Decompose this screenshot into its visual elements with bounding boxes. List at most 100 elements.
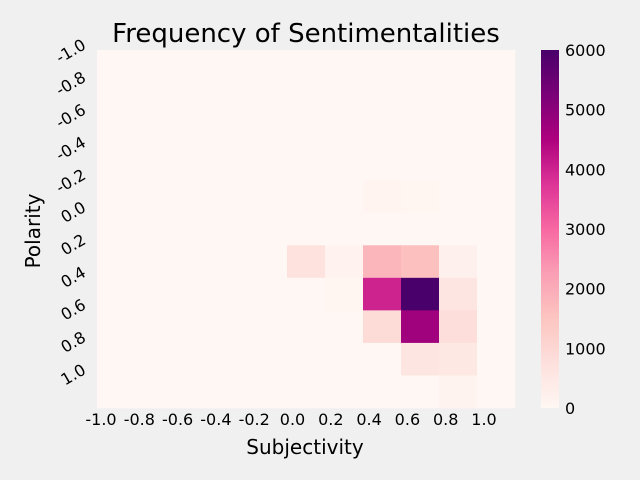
heatmap-cell — [363, 180, 402, 214]
x-axis-label: Subjectivity — [246, 435, 364, 459]
heatmap-cell — [325, 342, 364, 376]
colorbar-tick-label: 5000 — [565, 101, 606, 120]
y-tick-label: 0.8 — [57, 328, 89, 357]
heatmap-cell — [173, 180, 212, 214]
colorbar-tick-label: 0 — [565, 399, 575, 418]
heatmap-cell — [135, 310, 174, 344]
heatmap-cell — [173, 245, 212, 279]
heatmap-cell — [439, 82, 478, 116]
y-tick-label: 0.4 — [57, 263, 89, 292]
x-tick-label: 1.0 — [471, 410, 496, 429]
heatmap-cell — [211, 115, 250, 149]
heatmap-cell — [97, 342, 136, 376]
heatmap-cell — [401, 245, 440, 279]
heatmap-cell — [249, 180, 288, 214]
heatmap-cell — [477, 147, 516, 181]
heatmap-cell — [477, 310, 516, 344]
heatmap-cell — [97, 212, 136, 246]
heatmap-cell — [363, 147, 402, 181]
heatmap-cell — [249, 375, 288, 409]
heatmap-cell — [135, 375, 174, 409]
heatmap-cell — [173, 115, 212, 149]
heatmap-cell — [249, 212, 288, 246]
x-tick-label: 0.0 — [280, 410, 305, 429]
heatmap-cell — [439, 147, 478, 181]
y-tick-label: 0.2 — [57, 230, 89, 259]
heatmap-cell — [287, 310, 326, 344]
heatmap-cell — [173, 50, 212, 83]
heatmap-cell — [477, 50, 516, 83]
colorbar: 0 1000 2000 3000 4000 5000 6000 — [541, 41, 606, 418]
heatmap-cell — [477, 115, 516, 149]
chart-title: Frequency of Sentimentalities — [112, 19, 500, 49]
colorbar-gradient — [541, 50, 559, 408]
heatmap-cell — [249, 82, 288, 116]
heatmap-cell — [97, 277, 136, 311]
heatmap-cell — [249, 245, 288, 279]
heatmap-cell — [363, 115, 402, 149]
heatmap-cell — [325, 310, 364, 344]
heatmap-cell — [173, 342, 212, 376]
heatmap-cell — [211, 180, 250, 214]
heatmap-cell — [401, 115, 440, 149]
heatmap-cell — [249, 147, 288, 181]
heatmap-cell — [325, 82, 364, 116]
heatmap-cell — [135, 180, 174, 214]
heatmap-cell — [287, 375, 326, 409]
heatmap-cell — [287, 180, 326, 214]
heatmap-cell — [173, 212, 212, 246]
heatmap-cell — [211, 212, 250, 246]
heatmap-cell — [325, 147, 364, 181]
heatmap-cell — [249, 115, 288, 149]
colorbar-tick-label: 3000 — [565, 220, 606, 239]
y-tick-label: 1.0 — [57, 360, 89, 389]
x-tick-label: -0.6 — [162, 410, 193, 429]
y-tick-label: -0.4 — [52, 133, 89, 165]
heatmap-cell — [439, 212, 478, 246]
heatmap-cell — [287, 212, 326, 246]
y-axis-label: Polarity — [21, 193, 45, 268]
heatmap-cell — [287, 82, 326, 116]
heatmap-cell — [439, 180, 478, 214]
heatmap-cell — [249, 310, 288, 344]
heatmap-cell — [287, 115, 326, 149]
heatmap-cell — [287, 277, 326, 311]
heatmap-cell — [477, 245, 516, 279]
heatmap-cell — [135, 245, 174, 279]
heatmap-cell — [97, 82, 136, 116]
heatmap-cell — [211, 375, 250, 409]
heatmap-cell — [249, 50, 288, 83]
y-tick-label: -0.6 — [52, 100, 89, 132]
heatmap-cell — [439, 310, 478, 344]
heatmap-cell — [439, 50, 478, 83]
heatmap-cell — [439, 375, 478, 409]
heatmap-cell — [401, 180, 440, 214]
heatmap-cell — [325, 375, 364, 409]
x-tick-label: 0.8 — [433, 410, 458, 429]
heatmap-cell — [211, 245, 250, 279]
heatmap-cell — [287, 342, 326, 376]
heatmap-cell — [173, 147, 212, 181]
heatmap-cell — [211, 147, 250, 181]
heatmap-cell — [135, 115, 174, 149]
heatmap-cell — [439, 245, 478, 279]
heatmap-cell — [363, 375, 402, 409]
heatmap-cell — [135, 50, 174, 83]
heatmap-cell — [325, 212, 364, 246]
heatmap-cell — [363, 310, 402, 344]
heatmap-cell — [477, 375, 516, 409]
heatmap-cell — [439, 277, 478, 311]
heatmap-cell — [211, 310, 250, 344]
heatmap-cell — [439, 342, 478, 376]
heatmap-cell — [211, 277, 250, 311]
heatmap-cell — [401, 277, 440, 311]
y-tick-label: 0.0 — [57, 198, 89, 227]
heatmap-cell — [211, 82, 250, 116]
heatmap-cell — [363, 277, 402, 311]
x-tick-label: -1.0 — [85, 410, 116, 429]
heatmap-cell — [249, 342, 288, 376]
heatmap-cell — [325, 277, 364, 311]
heatmap-cell — [477, 342, 516, 376]
heatmap-cell — [401, 50, 440, 83]
